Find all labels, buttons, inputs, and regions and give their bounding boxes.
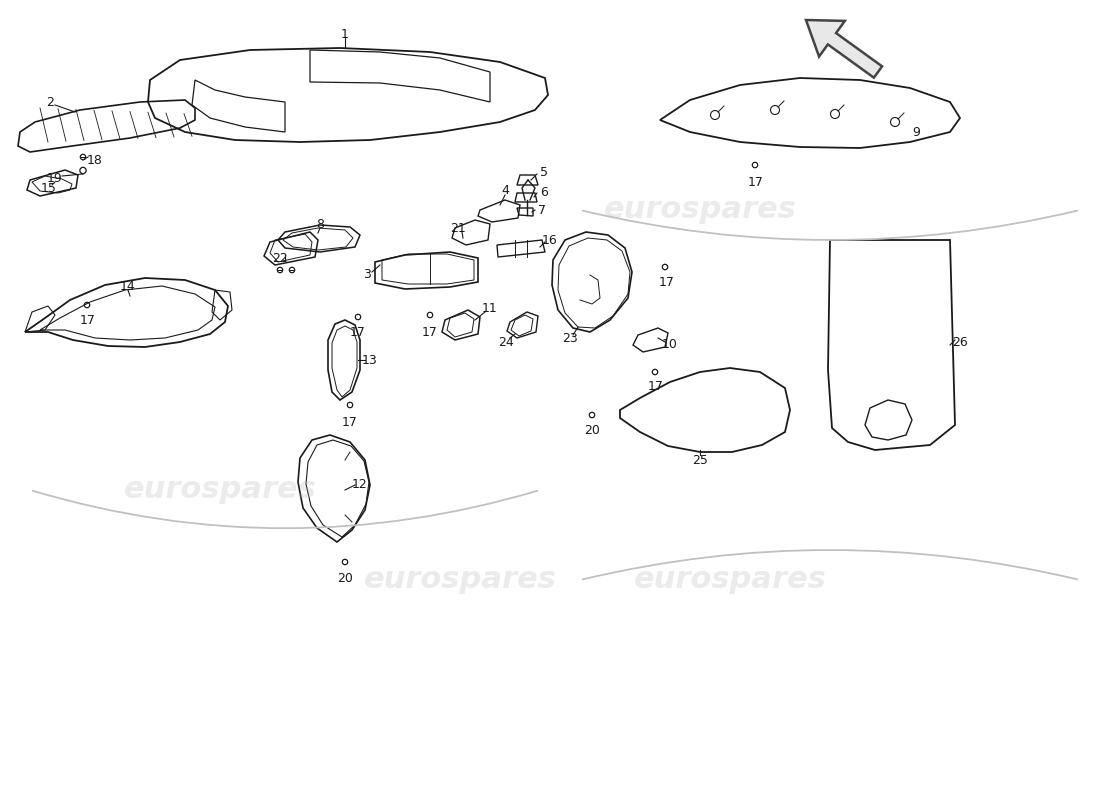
Text: 19: 19 <box>47 171 63 185</box>
Text: 22: 22 <box>272 251 288 265</box>
Text: 15: 15 <box>41 182 57 194</box>
Text: 4: 4 <box>502 185 509 198</box>
Text: eurospares: eurospares <box>604 195 796 225</box>
Text: 3: 3 <box>363 269 371 282</box>
Text: 20: 20 <box>584 423 600 437</box>
Text: 10: 10 <box>662 338 678 350</box>
Text: 17: 17 <box>648 381 664 394</box>
Text: eurospares: eurospares <box>634 566 826 594</box>
Text: 18: 18 <box>87 154 103 166</box>
Text: 17: 17 <box>748 175 763 189</box>
Text: 20: 20 <box>337 571 353 585</box>
FancyArrow shape <box>806 20 882 78</box>
Text: 7: 7 <box>538 203 546 217</box>
Text: 5: 5 <box>540 166 548 178</box>
Text: 17: 17 <box>80 314 96 326</box>
Text: 2: 2 <box>46 97 54 110</box>
Text: 17: 17 <box>422 326 438 338</box>
Text: 21: 21 <box>450 222 466 234</box>
Text: eurospares: eurospares <box>364 566 557 594</box>
Text: 14: 14 <box>120 279 136 293</box>
Text: 9: 9 <box>912 126 920 138</box>
Text: 12: 12 <box>352 478 367 491</box>
Text: 11: 11 <box>482 302 498 314</box>
Text: 17: 17 <box>659 275 675 289</box>
Text: 1: 1 <box>341 27 349 41</box>
Text: 25: 25 <box>692 454 708 466</box>
Text: 17: 17 <box>350 326 366 339</box>
Text: 17: 17 <box>342 415 358 429</box>
Text: 23: 23 <box>562 331 578 345</box>
Text: 26: 26 <box>953 335 968 349</box>
Text: 24: 24 <box>498 335 514 349</box>
Text: 8: 8 <box>316 218 324 230</box>
Text: 16: 16 <box>542 234 558 246</box>
Text: 6: 6 <box>540 186 548 198</box>
Text: 13: 13 <box>362 354 378 366</box>
Text: eurospares: eurospares <box>123 475 317 505</box>
